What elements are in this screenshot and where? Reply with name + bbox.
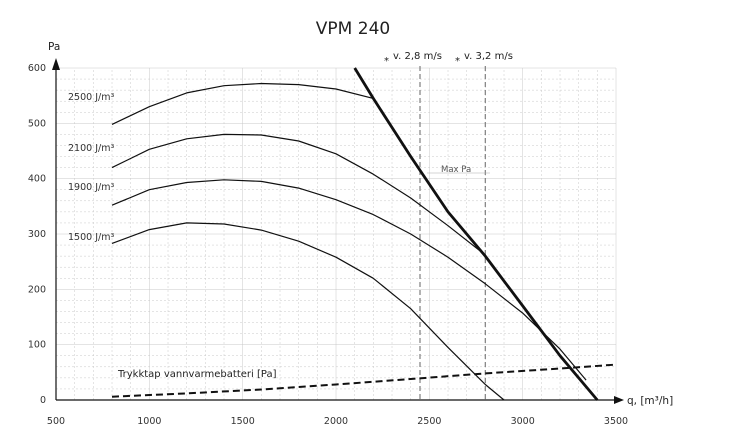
x-tick-label: 500 [47, 416, 65, 427]
x-tick-label: 2500 [417, 416, 441, 427]
x-tick-label: 1500 [231, 416, 255, 427]
velocity-annotation-2: * v. 3,2 m/s [455, 51, 513, 67]
x-axis-label: q, [m³/h] [627, 395, 673, 407]
curve-labels: 2500 J/m³ 2100 J/m³ 1900 J/m³ 1500 J/m³ [68, 92, 114, 243]
y-tick-label: 500 [28, 118, 46, 129]
x-tick-labels: 500 1000 1500 2000 2500 3000 3500 [47, 416, 628, 427]
max-pa-label: Max Pa [441, 165, 471, 175]
y-tick-label: 600 [28, 63, 46, 74]
velocity-label-1: v. 2,8 m/s [393, 51, 442, 62]
curve-label-3: 1900 J/m³ [68, 182, 114, 193]
x-tick-label: 3500 [604, 416, 628, 427]
series-line-3 [111, 179, 587, 381]
chart-title: VPM 240 [316, 19, 390, 39]
velocity-label-2: v. 3,2 m/s [464, 51, 513, 62]
grid [56, 67, 617, 400]
y-axis-label: Pa [48, 41, 60, 53]
y-tick-label: 200 [28, 284, 46, 295]
series-line-1 [111, 82, 374, 125]
curve-label-2: 2100 J/m³ [68, 143, 114, 154]
x-axis-arrow [614, 396, 624, 404]
curve-label-4: 1500 J/m³ [68, 232, 114, 243]
series-line-5 [353, 67, 599, 401]
velocity-lines [419, 66, 486, 400]
star-marker-2: * [455, 56, 460, 67]
y-tick-labels: 0 100 200 300 400 500 600 [28, 63, 46, 406]
x-tick-label: 3000 [511, 416, 535, 427]
series-group [111, 67, 617, 401]
series-line-4 [111, 222, 505, 401]
velocity-annotation-1: * v. 2,8 m/s [384, 51, 442, 67]
y-axis-arrow [52, 58, 60, 70]
x-tick-label: 2000 [324, 416, 348, 427]
pressure-drop-label: Trykktap vannvarmebatteri [Pa] [117, 369, 277, 380]
y-tick-label: 400 [28, 174, 46, 185]
y-tick-label: 0 [40, 395, 46, 406]
y-tick-label: 300 [28, 229, 46, 240]
series-line-2 [111, 133, 486, 256]
y-tick-label: 100 [28, 340, 46, 351]
x-tick-label: 1000 [137, 416, 161, 427]
curve-label-1: 2500 J/m³ [68, 92, 114, 103]
star-marker-1: * [384, 56, 389, 67]
